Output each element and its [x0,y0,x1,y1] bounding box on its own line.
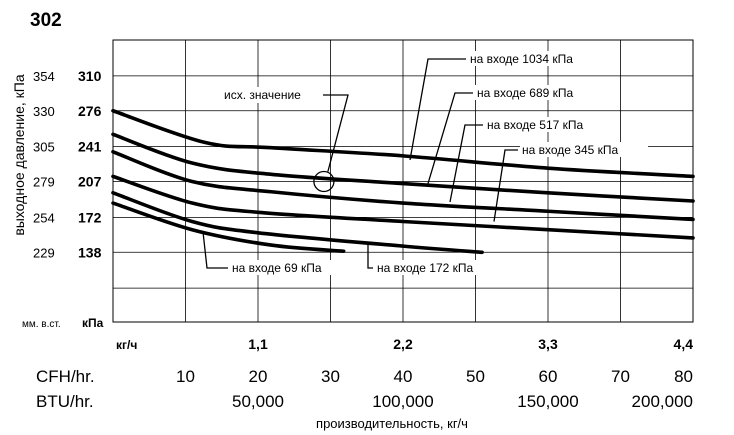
series-leader [493,149,518,222]
series-line [111,174,695,240]
series-label: на входе 345 кПа [522,143,619,157]
cfh-tick: 60 [539,367,558,386]
series-label: на входе 517 кПа [487,118,584,132]
series-label-bg [475,85,603,100]
btu-ticks: 50,000 100,000 150,000 200,000 [232,392,693,411]
series-leader [409,58,466,161]
series-leader [427,92,473,184]
x-axis-title: производительность, кг/ч [316,416,468,431]
cfh-tick: 70 [611,367,630,386]
btu-tick: 50,000 [232,392,284,411]
cfh-tick: 10 [176,367,195,386]
y-tick-mmwc: 279 [33,175,55,190]
annotation-label: исх. значение [224,88,301,102]
cfh-tick: 30 [321,367,340,386]
x-ticks: 1,1 2,2 3,3 4,4 [248,336,693,352]
unit-mm-wc: мм. в.ст. [22,319,61,330]
series-line [111,201,346,254]
series-label-bg [375,260,503,275]
cfh-tick: 20 [249,367,268,386]
y-ticks: 310 354 276 330 241 305 207 279 172 254 138 229 [33,68,102,260]
cfh-tick: 50 [466,367,485,386]
btu-label: BTU/hr. [36,392,94,411]
series-line [111,190,484,255]
y-tick-kpa: 207 [78,174,102,190]
series-line [111,108,695,179]
series-labels: на входе 1034 кПа на входе 689 кПа на вход… [230,51,648,275]
y-tick-mmwc: 254 [33,210,55,225]
y-tick-mmwc: 305 [33,140,55,155]
series-label-bg [520,142,648,157]
annotation-marker [313,170,335,193]
series-leader [449,124,483,203]
annotation-leader [323,94,349,172]
cfh-tick: 80 [674,367,693,386]
y-tick-kpa: 172 [78,209,102,225]
y-tick-kpa: 276 [78,103,102,119]
unit-kpa: кПа [82,316,104,330]
btu-tick: 150,000 [517,392,578,411]
y-tick-mmwc: 229 [33,245,55,260]
y-tick-mmwc: 354 [33,69,55,84]
x-tick-label: 4,4 [674,336,694,352]
series-label: на входе 1034 кПа [470,52,573,66]
figure-number: 302 [30,10,62,31]
series-label: на входе 689 кПа [477,86,574,100]
btu-tick: 100,000 [372,392,433,411]
series-leader [367,244,373,269]
annotation-label-bg [222,87,304,103]
y-tick-kpa: 310 [78,68,102,84]
y-axis-title: выходное давление, кПа [11,74,27,236]
y-tick-kpa: 138 [78,244,102,260]
x-tick-label: 2,2 [393,336,413,352]
series-label: на входе 172 кПа [377,261,474,275]
annotation-leaders [202,58,518,269]
btu-tick: 200,000 [632,392,693,411]
series-label: на входе 69 кПа [232,261,322,275]
y-tick-kpa: 241 [78,139,102,155]
grid [112,39,694,323]
series-label-bg [468,51,596,66]
series-line [111,132,695,203]
unit-kg-per-h: кг/ч [116,338,137,352]
cfh-label: CFH/hr. [36,367,95,386]
series-layer [111,108,695,255]
series-label-bg [230,260,358,275]
series-line [111,149,695,222]
series-label-bg [485,117,613,132]
cfh-tick: 40 [394,367,413,386]
series-leader [202,231,228,269]
x-tick-label: 1,1 [248,336,268,352]
cfh-ticks: 10 20 30 40 50 60 70 80 [176,367,693,386]
x-tick-label: 3,3 [538,336,558,352]
y-tick-mmwc: 330 [33,104,55,119]
